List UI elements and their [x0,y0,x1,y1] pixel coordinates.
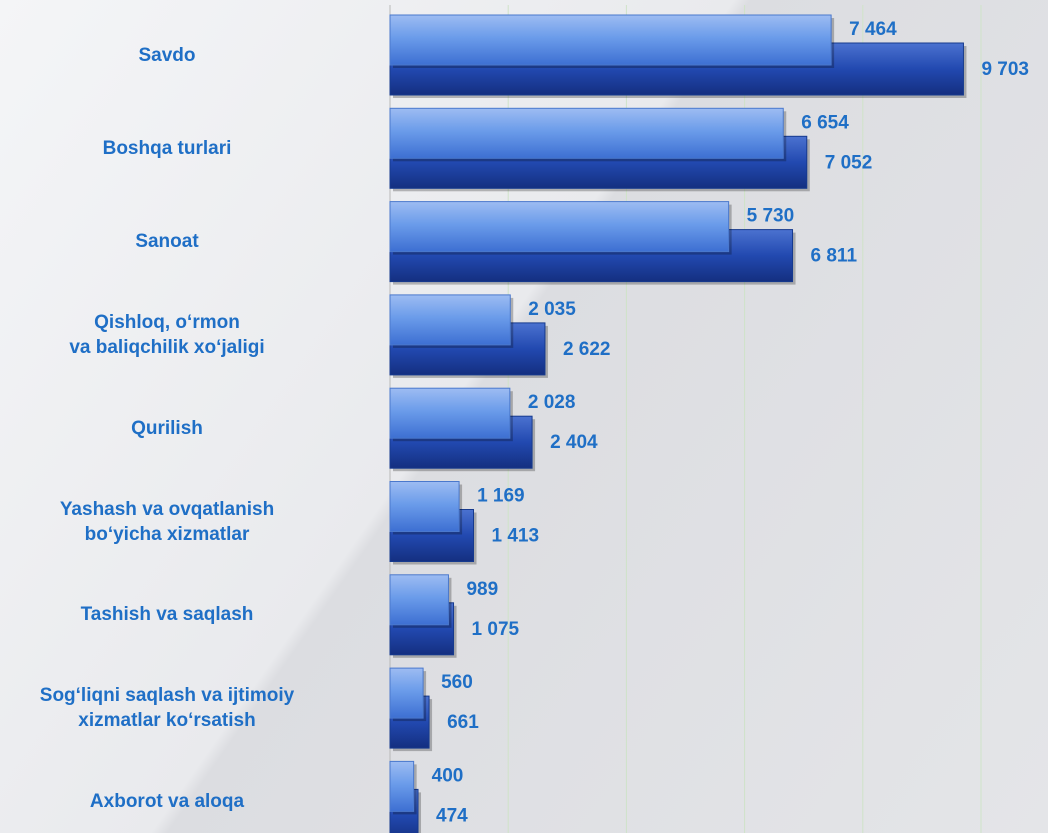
category-label: Qishloq, o‘rmon va baliqchilik xo‘jaligi [69,311,265,358]
value-label: 1 413 [492,526,540,547]
value-label: 474 [436,805,468,826]
bar [389,107,784,159]
value-label: 400 [432,765,464,786]
bar [389,574,449,626]
category-label: Savdo [138,44,196,66]
bar [389,387,511,439]
category-label: Qurilish [131,417,203,439]
value-label: 9 703 [981,59,1029,80]
value-label: 2 035 [528,299,576,320]
value-label: 1 075 [472,619,520,640]
bar [389,294,511,346]
value-label: 2 028 [528,392,576,413]
bar [389,14,832,66]
value-label: 661 [447,712,479,733]
value-label: 560 [441,672,473,693]
value-label: 2 622 [563,339,611,360]
value-label: 7 052 [825,152,873,173]
value-label: 5 730 [747,206,795,227]
bar [389,760,415,812]
value-label: 7 464 [849,19,897,40]
category-label: Tashish va saqlash [80,604,254,626]
category-label: Axborot va aloqa [89,790,245,812]
value-label: 989 [466,579,498,600]
category-label: Sog‘liqni saqlash va ijtimoiy xizmatlar … [39,685,295,732]
category-label: Sanoat [135,231,199,253]
bar [389,201,730,253]
category-label: Boshqa turlari [102,137,232,159]
value-label: 2 404 [550,432,598,453]
value-label: 6 654 [801,112,849,133]
value-label: 6 811 [811,246,858,267]
category-label: Yashash va ovqatlanish bo‘yicha xizmatla… [59,498,275,545]
bar [389,667,424,719]
value-label: 1 169 [477,486,525,507]
bar [389,481,460,532]
